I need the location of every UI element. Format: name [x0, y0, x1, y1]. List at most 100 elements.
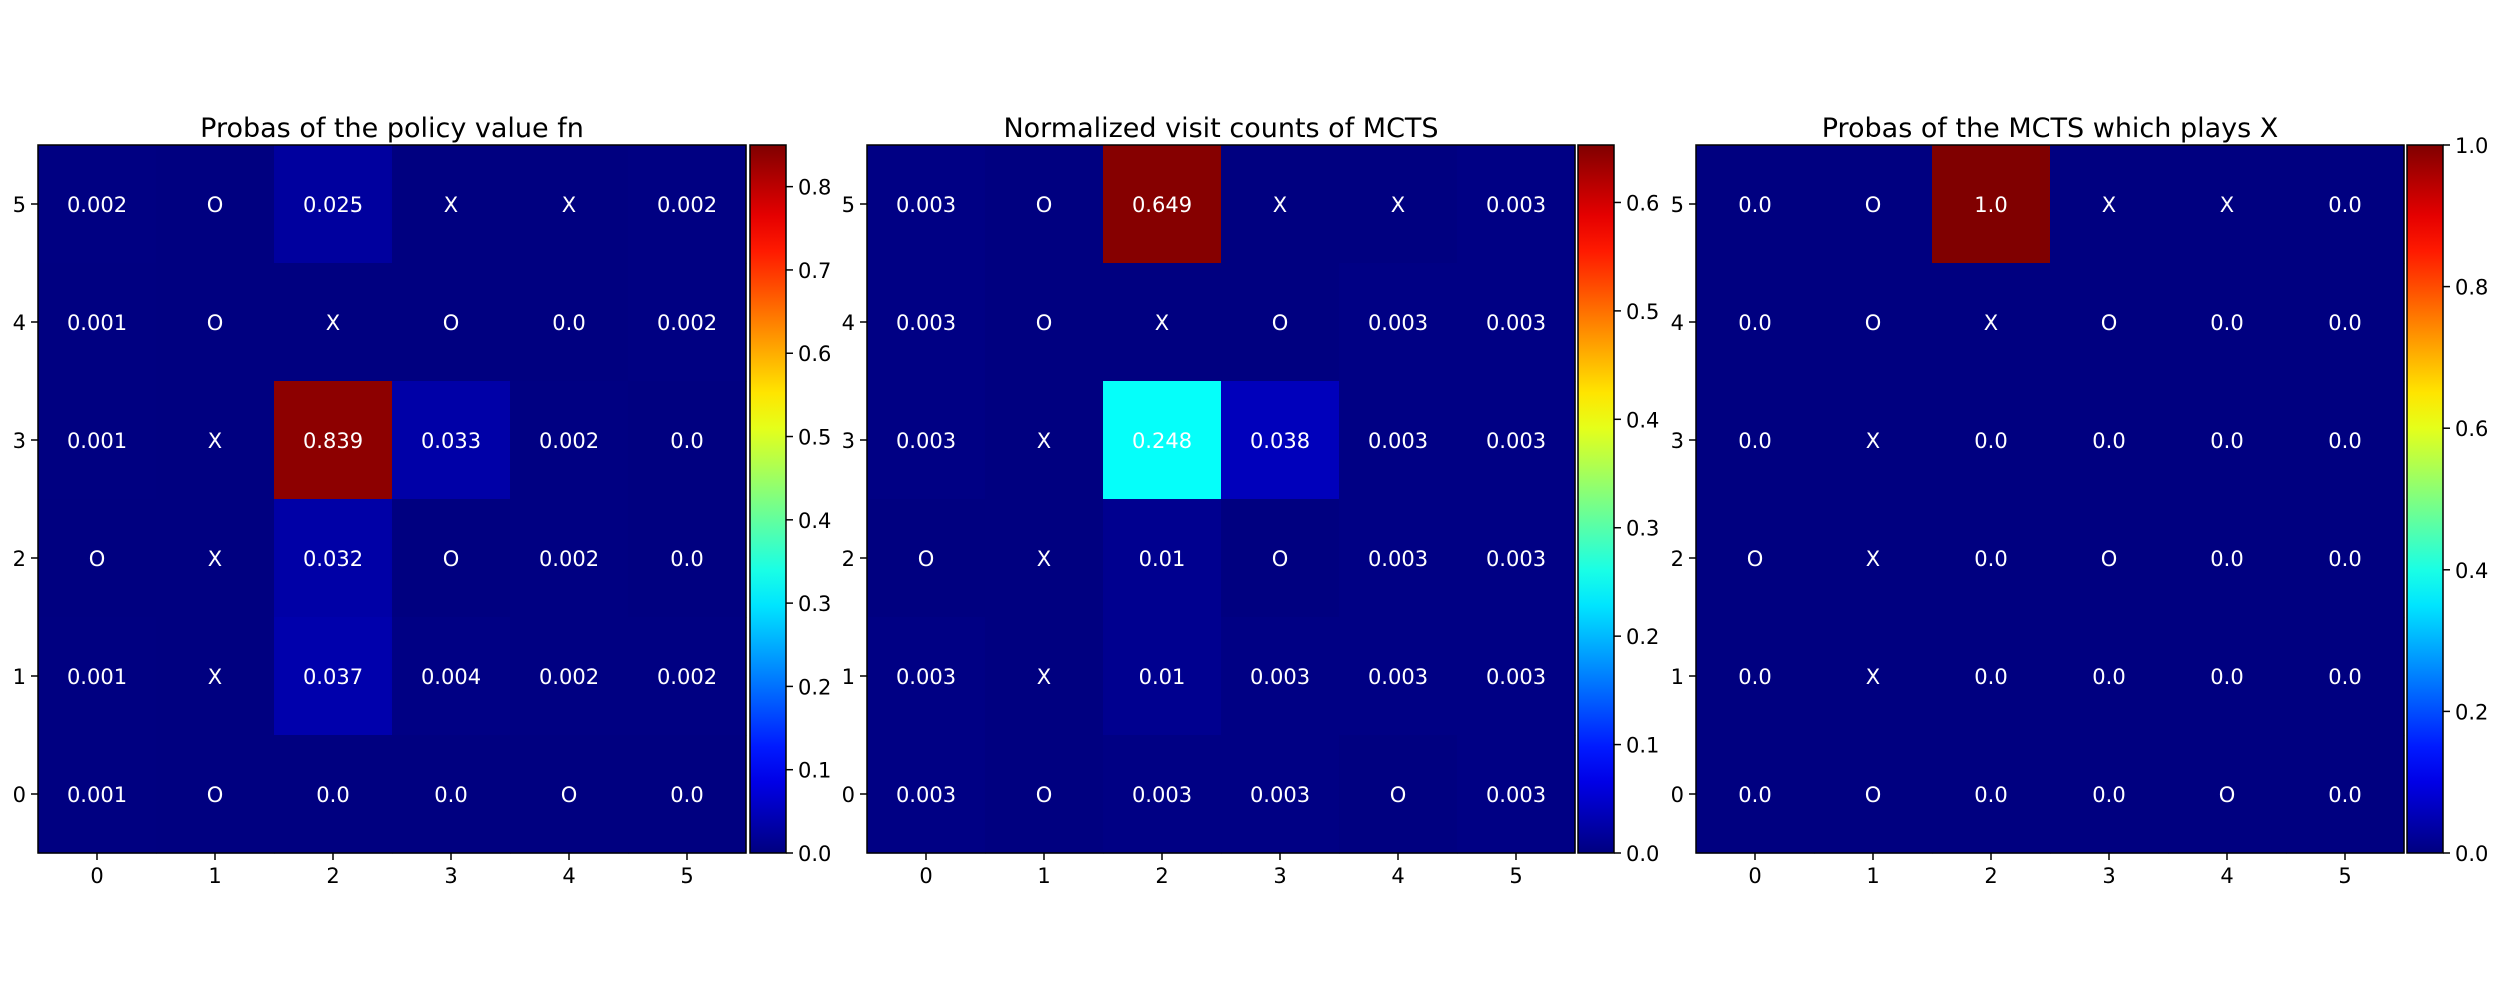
cell-label: O — [1272, 311, 1289, 335]
colorbar-tick-label: 0.1 — [1626, 734, 1659, 758]
heatmap-cell — [1221, 381, 1340, 500]
cell-label: 0.0 — [316, 783, 349, 807]
cell-label: 0.248 — [1132, 429, 1192, 453]
heatmap-cell — [38, 381, 157, 500]
heatmap-cell — [1932, 145, 2051, 264]
cell-label: 0.002 — [67, 193, 127, 217]
cell-label: 0.038 — [1250, 429, 1310, 453]
heatmap-cell — [867, 617, 986, 736]
heatmap-cell — [628, 381, 747, 500]
y-tick-label: 2 — [13, 547, 26, 571]
colorbar-tick-label: 0.4 — [2455, 559, 2488, 583]
cell-label: 0.839 — [303, 429, 363, 453]
heatmap-cell — [1457, 145, 1576, 264]
cell-label: O — [918, 547, 935, 571]
heatmap-cell — [2050, 263, 2169, 382]
cell-label: 0.0 — [2210, 429, 2243, 453]
cell-label: O — [1272, 547, 1289, 571]
cell-label: 0.01 — [1139, 665, 1186, 689]
cell-label: X — [562, 193, 576, 217]
colorbar-tick-label: 0.5 — [798, 426, 831, 450]
heatmap-cell — [510, 617, 629, 736]
cell-label: 1.0 — [1974, 193, 2007, 217]
cell-label: X — [1037, 547, 1051, 571]
y-tick-label: 1 — [13, 665, 26, 689]
y-tick-label: 0 — [842, 783, 855, 807]
heatmap-cell — [1696, 499, 1815, 618]
cell-label: O — [2101, 547, 2118, 571]
colorbar-tick-label: 1.0 — [2455, 134, 2488, 158]
heatmap-cell — [1103, 145, 1222, 264]
colorbar-tick-label: 0.7 — [798, 259, 831, 283]
heatmap-cell — [1457, 499, 1576, 618]
cell-label: O — [1865, 193, 1882, 217]
heatmap-cell — [510, 145, 629, 264]
cell-label: 0.003 — [1368, 547, 1428, 571]
cell-label: 0.0 — [552, 311, 585, 335]
heatmap-cell — [1932, 381, 2051, 500]
heatmap-cell — [867, 381, 986, 500]
heatmap-cell — [38, 263, 157, 382]
heatmap-cell — [2050, 381, 2169, 500]
cell-label: X — [2102, 193, 2116, 217]
x-tick-label: 4 — [562, 864, 575, 888]
cell-label: 0.003 — [896, 665, 956, 689]
cell-label: 0.037 — [303, 665, 363, 689]
heatmap-cell — [1814, 145, 1933, 264]
heatmap-cell — [628, 735, 747, 854]
colorbar — [1577, 144, 1615, 854]
heatmap-cell — [1696, 145, 1815, 264]
cell-label: 0.0 — [670, 783, 703, 807]
heatmap-cell — [867, 263, 986, 382]
colorbar-tick-label: 0.4 — [1626, 408, 1659, 432]
heatmap-cell — [867, 145, 986, 264]
cell-label: 0.01 — [1139, 547, 1186, 571]
heatmap-cell — [156, 381, 275, 500]
y-tick-label: 2 — [842, 547, 855, 571]
chart-title: Probas of the MCTS which plays X — [1822, 113, 2279, 144]
heatmap-cell — [867, 735, 986, 854]
cell-label: O — [1865, 311, 1882, 335]
heatmap-cell — [867, 499, 986, 618]
x-tick-label: 4 — [1391, 864, 1404, 888]
cell-label: 0.0 — [670, 547, 703, 571]
heatmap-cell — [392, 381, 511, 500]
y-tick-label: 1 — [842, 665, 855, 689]
x-tick-label: 1 — [1866, 864, 1879, 888]
cell-label: 0.0 — [2210, 547, 2243, 571]
cell-label: 0.0 — [1738, 311, 1771, 335]
colorbar-tick-label: 0.6 — [798, 342, 831, 366]
cell-label: X — [1155, 311, 1169, 335]
colorbar-tick-label: 0.8 — [2455, 276, 2488, 300]
cell-label: O — [443, 547, 460, 571]
heatmap-cell — [274, 735, 393, 854]
cell-label: X — [1037, 429, 1051, 453]
cell-label: 0.002 — [539, 665, 599, 689]
heatmap-cell — [985, 617, 1104, 736]
heatmap-cell — [1221, 617, 1340, 736]
heatmap-cell — [2286, 145, 2405, 264]
heatmap-cell — [2286, 381, 2405, 500]
heatmap-cell — [1103, 499, 1222, 618]
cell-label: O — [561, 783, 578, 807]
heatmap-cell — [628, 499, 747, 618]
colorbar-tick-label: 0.8 — [798, 176, 831, 200]
heatmap-cell — [274, 617, 393, 736]
heatmap-cell — [1696, 381, 1815, 500]
cell-label: 0.0 — [670, 429, 703, 453]
x-tick-label: 0 — [919, 864, 932, 888]
cell-label: 0.001 — [67, 311, 127, 335]
heatmap-cell — [1457, 617, 1576, 736]
heatmap-cell — [38, 145, 157, 264]
cell-label: 0.002 — [657, 311, 717, 335]
cell-label: 0.0 — [2210, 665, 2243, 689]
chart-title: Probas of the policy value fn — [200, 113, 584, 144]
x-tick-label: 3 — [1273, 864, 1286, 888]
heatmap-cell — [510, 735, 629, 854]
cell-label: X — [326, 311, 340, 335]
colorbar-tick-label: 0.2 — [798, 675, 831, 699]
cell-label: X — [1866, 547, 1880, 571]
heatmap-cell — [1457, 735, 1576, 854]
cell-label: O — [207, 193, 224, 217]
